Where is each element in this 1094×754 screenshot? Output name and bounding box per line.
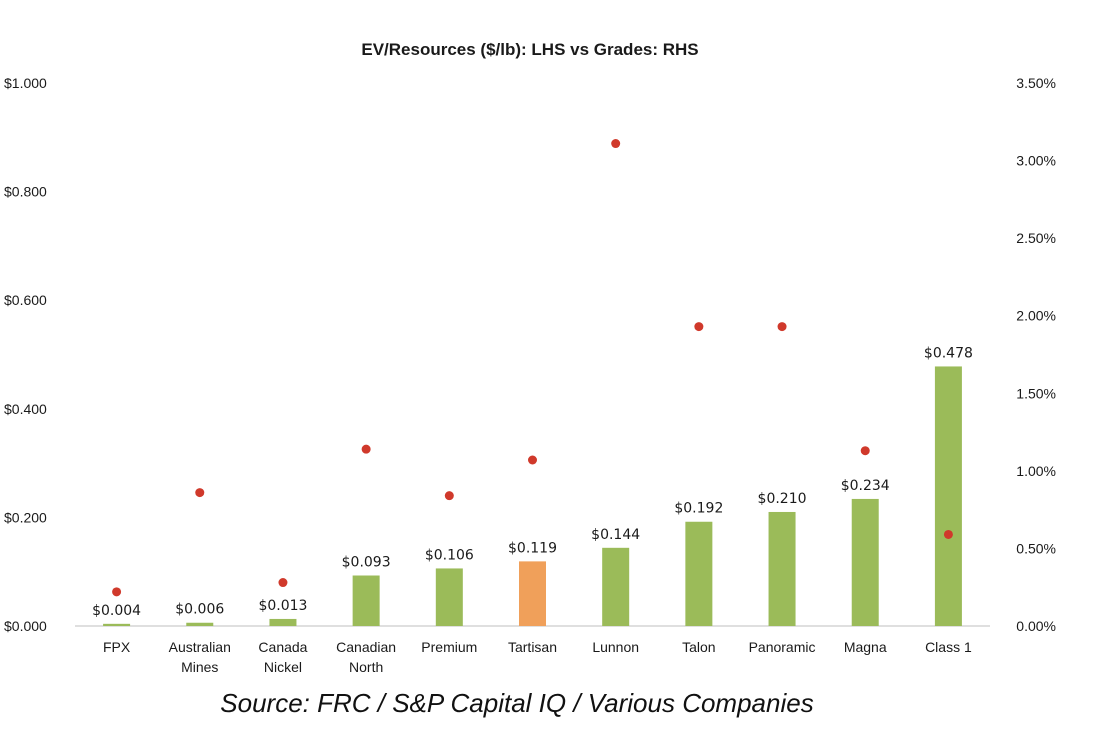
left-tick-label: $0.400 — [4, 401, 47, 417]
bar-data-label: $0.006 — [175, 602, 224, 618]
grade-point — [694, 322, 704, 332]
right-tick-label: 2.00% — [1016, 308, 1056, 324]
category-label: Lunnon — [592, 639, 639, 655]
bar-data-label: $0.234 — [841, 478, 890, 494]
grade-point — [943, 529, 953, 539]
grade-point — [777, 322, 787, 332]
grade-point — [611, 139, 621, 149]
grade-point — [278, 578, 288, 588]
category-label: Magna — [844, 639, 887, 655]
bar-data-label: $0.013 — [258, 598, 307, 614]
category-label: Australian Mines — [169, 639, 231, 675]
left-tick-label: $0.000 — [4, 618, 47, 634]
category-label: Premium — [421, 639, 477, 655]
grade-series — [112, 139, 953, 597]
category-label: Class 1 — [925, 639, 972, 655]
bar — [519, 561, 546, 626]
bar — [851, 498, 879, 626]
bar — [435, 568, 463, 626]
bar-data-label: $0.093 — [342, 555, 391, 571]
right-tick-label: 3.50% — [1016, 75, 1056, 91]
bar-data-label: $0.192 — [674, 501, 723, 517]
category-label: Panoramic — [749, 639, 816, 655]
right-tick-label: 1.50% — [1016, 385, 1056, 401]
bar-data-label: $0.106 — [425, 547, 474, 563]
bar-data-label: $0.004 — [92, 603, 141, 619]
right-axis-ticks: 3.50% 3.00% 2.50% 2.00% 1.50% 1.00% 0.50% 0.00% — [1016, 75, 1056, 634]
right-tick-label: 1.00% — [1016, 463, 1056, 479]
left-tick-label: $0.600 — [4, 292, 47, 308]
category-label: Talon — [682, 639, 715, 655]
category-label: Canadian North — [336, 639, 396, 675]
bar — [186, 622, 214, 626]
source-note: Source: FRC / S&P Capital IQ / Various C… — [220, 688, 814, 718]
grade-point — [444, 491, 454, 501]
right-tick-label: 2.50% — [1016, 230, 1056, 246]
bar-data-label: $0.144 — [591, 527, 640, 543]
grade-point — [361, 444, 371, 454]
chart-title: EV/Resources ($/lb): LHS vs Grades: RHS — [361, 40, 698, 59]
grade-point — [112, 587, 122, 597]
left-tick-label: $0.800 — [4, 184, 47, 200]
bar — [934, 366, 962, 626]
left-tick-label: $1.000 — [4, 75, 47, 91]
category-label: FPX — [103, 639, 131, 655]
right-tick-label: 0.50% — [1016, 540, 1056, 556]
grade-point — [860, 446, 870, 456]
bar — [352, 575, 380, 626]
bar — [103, 623, 131, 626]
bar-data-labels: $0.004 $0.006 $0.013 $0.093 $0.106 $0.119 $0.1… — [92, 345, 973, 618]
grade-point — [528, 455, 537, 465]
right-tick-label: 0.00% — [1016, 618, 1056, 634]
bar-series — [103, 366, 962, 626]
chart-area: EV/Resources ($/lb): LHS vs Grades: RHS … — [4, 40, 1056, 675]
bar — [685, 521, 713, 626]
category-labels: FPX Australian Mines Canada Nickel Canadian No… — [103, 639, 972, 675]
category-label: Tartisan — [508, 639, 557, 655]
bar — [602, 547, 630, 626]
bar-data-label: $0.210 — [758, 491, 807, 507]
right-tick-label: 3.00% — [1016, 153, 1056, 169]
bar-data-label: $0.119 — [508, 540, 557, 556]
left-axis-ticks: $1.000 $0.800 $0.600 $0.400 $0.200 $0.000 — [4, 75, 47, 634]
bar-data-label: $0.478 — [924, 345, 973, 361]
bar — [269, 618, 297, 626]
grade-point — [195, 488, 205, 498]
left-tick-label: $0.200 — [4, 509, 47, 525]
category-label: Canada Nickel — [258, 639, 307, 675]
bar — [768, 511, 796, 626]
